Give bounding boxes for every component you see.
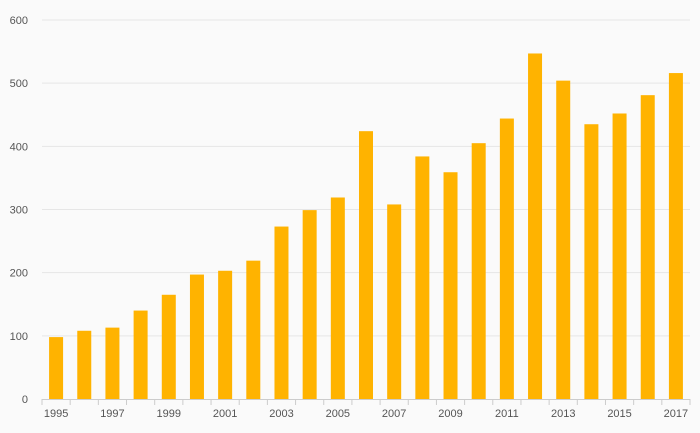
x-tick-label: 1997 xyxy=(100,408,124,420)
bar-2010 xyxy=(471,143,486,399)
x-tick-label: 2007 xyxy=(382,408,406,420)
x-tick-label: 2005 xyxy=(326,408,350,420)
x-tick-labels: 1995 1997 1999 2001 2003 2005 2007 2009 2011 2013… xyxy=(44,408,688,420)
x-tick-label: 2003 xyxy=(269,408,293,420)
bar-2014 xyxy=(584,124,599,399)
axes xyxy=(41,399,691,405)
x-tick-label: 1999 xyxy=(157,408,181,420)
y-tick-label: 0 xyxy=(22,394,28,406)
y-tick-label: 600 xyxy=(10,15,28,27)
bar-2000 xyxy=(189,274,204,399)
x-tick-label: 2015 xyxy=(607,408,631,420)
x-tick-label: 2017 xyxy=(664,408,688,420)
bar-2002 xyxy=(246,260,261,399)
bar-2012 xyxy=(528,53,543,399)
bar-1995 xyxy=(49,337,64,399)
y-tick-label: 100 xyxy=(10,331,28,343)
bar-2009 xyxy=(443,172,458,399)
bar-2015 xyxy=(612,113,627,399)
bar-2001 xyxy=(218,270,233,399)
bar-2003 xyxy=(274,226,289,399)
bar-2007 xyxy=(387,204,402,399)
bar-2006 xyxy=(359,131,373,399)
bar-2017 xyxy=(668,73,683,399)
x-tick-label: 2013 xyxy=(551,408,575,420)
bar-2011 xyxy=(499,118,514,399)
bar-1999 xyxy=(161,294,176,399)
bar-2004 xyxy=(302,210,317,399)
x-tick-label: 2009 xyxy=(438,408,462,420)
x-tick-label: 1995 xyxy=(44,408,68,420)
y-tick-label: 500 xyxy=(10,78,28,90)
y-tick-label: 400 xyxy=(10,141,28,153)
bar-2013 xyxy=(556,80,571,399)
bar-2008 xyxy=(415,156,430,399)
y-tick-labels: 0 100 200 300 400 500 600 xyxy=(10,15,28,406)
y-tick-label: 200 xyxy=(10,268,28,280)
bar-2005 xyxy=(330,197,345,399)
x-tick-label: 2011 xyxy=(495,408,519,420)
x-tick-label: 2001 xyxy=(213,408,237,420)
bar-1998 xyxy=(133,310,148,399)
bar-2016 xyxy=(640,95,655,399)
y-tick-label: 300 xyxy=(10,205,28,217)
bars xyxy=(49,53,683,399)
bar-1997 xyxy=(105,327,120,399)
bar-1996 xyxy=(77,330,92,399)
